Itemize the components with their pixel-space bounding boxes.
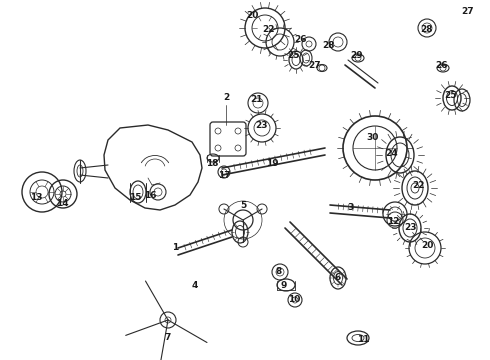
Text: 9: 9 xyxy=(281,282,287,291)
Text: 24: 24 xyxy=(386,148,398,158)
Text: 21: 21 xyxy=(250,95,262,104)
Text: 12: 12 xyxy=(387,217,399,226)
Text: 13: 13 xyxy=(30,194,42,202)
Text: 25: 25 xyxy=(287,50,299,59)
Text: 17: 17 xyxy=(218,171,230,180)
Text: 27: 27 xyxy=(309,60,321,69)
Text: 23: 23 xyxy=(404,222,416,231)
Text: 27: 27 xyxy=(462,8,474,17)
Text: 22: 22 xyxy=(412,181,424,190)
Text: 14: 14 xyxy=(56,199,68,208)
Text: 5: 5 xyxy=(240,201,246,210)
Text: 25: 25 xyxy=(444,90,456,99)
Text: 30: 30 xyxy=(367,134,379,143)
Text: 7: 7 xyxy=(165,333,171,342)
Text: 10: 10 xyxy=(288,296,300,305)
Text: 28: 28 xyxy=(322,40,334,49)
Text: 16: 16 xyxy=(144,190,156,199)
Text: 6: 6 xyxy=(335,274,341,283)
Text: 20: 20 xyxy=(421,242,433,251)
Text: 22: 22 xyxy=(262,26,274,35)
Text: 1: 1 xyxy=(172,243,178,252)
Text: 18: 18 xyxy=(206,158,218,167)
Text: 28: 28 xyxy=(420,26,432,35)
Text: 26: 26 xyxy=(435,60,447,69)
Text: 8: 8 xyxy=(276,266,282,275)
Text: 3: 3 xyxy=(347,203,353,212)
Text: 2: 2 xyxy=(223,94,229,103)
Text: 11: 11 xyxy=(357,336,369,345)
Text: 23: 23 xyxy=(255,121,267,130)
Text: 15: 15 xyxy=(129,194,141,202)
Text: 19: 19 xyxy=(266,158,278,167)
Text: 4: 4 xyxy=(192,280,198,289)
Text: 29: 29 xyxy=(351,50,363,59)
Text: 20: 20 xyxy=(246,10,258,19)
Text: 26: 26 xyxy=(294,36,306,45)
